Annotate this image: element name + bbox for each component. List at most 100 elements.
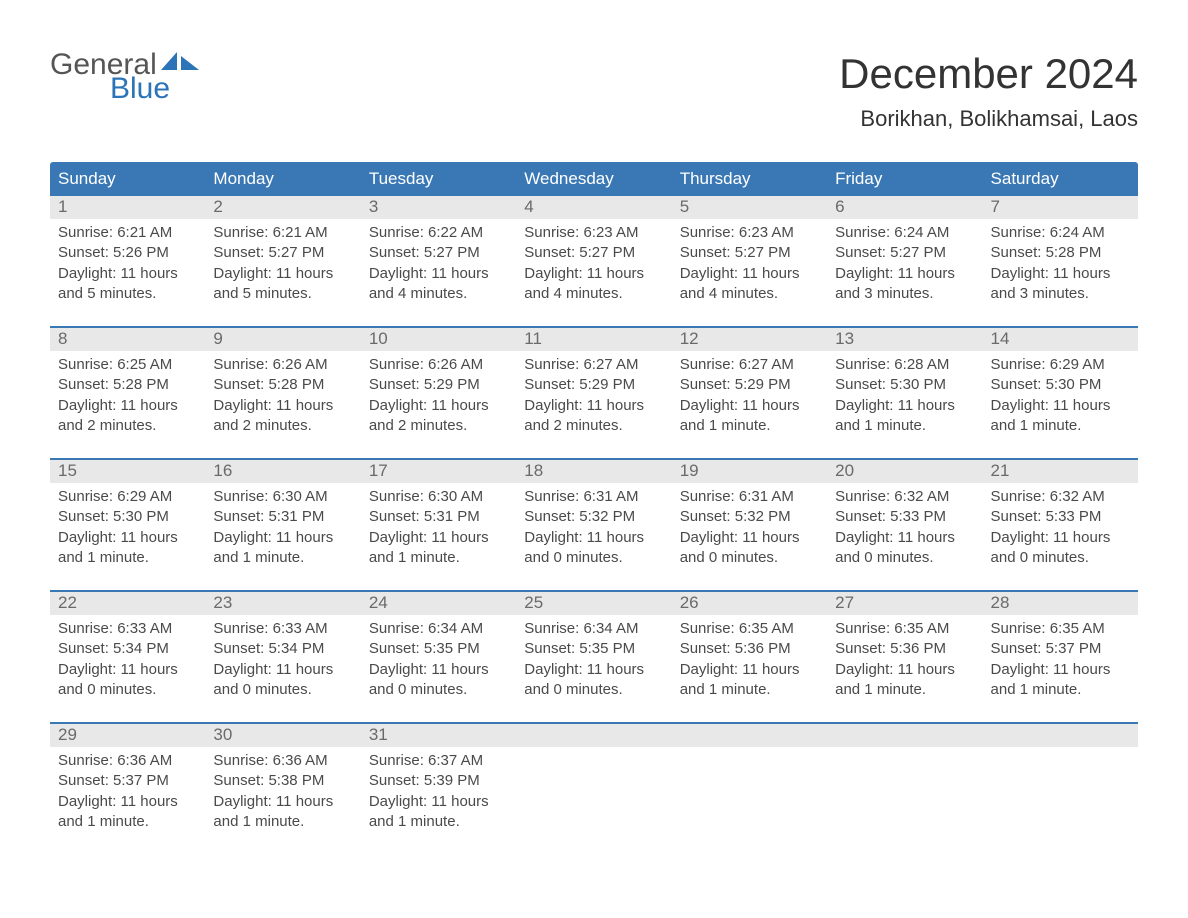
day-number: 27: [827, 592, 982, 615]
day-sunset: Sunset: 5:28 PM: [991, 243, 1130, 263]
day-daylight2: and 1 minute.: [835, 416, 974, 436]
day-number: 28: [983, 592, 1138, 615]
day-sunset: Sunset: 5:29 PM: [524, 375, 663, 395]
day-sunset: Sunset: 5:38 PM: [213, 771, 352, 791]
day-number: 15: [50, 460, 205, 483]
day-content: Sunrise: 6:33 AMSunset: 5:34 PMDaylight:…: [50, 615, 205, 704]
day-content: Sunrise: 6:36 AMSunset: 5:37 PMDaylight:…: [50, 747, 205, 836]
day-sunrise: Sunrise: 6:24 AM: [991, 223, 1130, 243]
day-sunset: Sunset: 5:34 PM: [58, 639, 197, 659]
day-sunset: Sunset: 5:30 PM: [58, 507, 197, 527]
day-content: Sunrise: 6:30 AMSunset: 5:31 PMDaylight:…: [361, 483, 516, 572]
week-row: 1234567Sunrise: 6:21 AMSunset: 5:26 PMDa…: [50, 196, 1138, 308]
day-content: Sunrise: 6:37 AMSunset: 5:39 PMDaylight:…: [361, 747, 516, 836]
day-sunset: Sunset: 5:32 PM: [680, 507, 819, 527]
day-sunset: Sunset: 5:36 PM: [680, 639, 819, 659]
day-number: 7: [983, 196, 1138, 219]
day-sunset: Sunset: 5:30 PM: [835, 375, 974, 395]
weekday-header: Tuesday: [361, 162, 516, 196]
day-daylight1: Daylight: 11 hours: [524, 396, 663, 416]
day-daylight2: and 5 minutes.: [58, 284, 197, 304]
day-daylight2: and 1 minute.: [991, 680, 1130, 700]
day-number: 30: [205, 724, 360, 747]
day-content: [827, 747, 982, 836]
day-number: [516, 724, 671, 747]
day-daylight2: and 1 minute.: [58, 548, 197, 568]
day-content: Sunrise: 6:27 AMSunset: 5:29 PMDaylight:…: [672, 351, 827, 440]
day-sunrise: Sunrise: 6:35 AM: [991, 619, 1130, 639]
day-daylight1: Daylight: 11 hours: [524, 660, 663, 680]
weekday-header: Thursday: [672, 162, 827, 196]
day-sunrise: Sunrise: 6:35 AM: [835, 619, 974, 639]
day-sunset: Sunset: 5:31 PM: [369, 507, 508, 527]
day-daylight1: Daylight: 11 hours: [991, 528, 1130, 548]
day-daylight2: and 3 minutes.: [835, 284, 974, 304]
daynum-row: 891011121314: [50, 326, 1138, 351]
day-sunrise: Sunrise: 6:36 AM: [213, 751, 352, 771]
day-daylight2: and 4 minutes.: [524, 284, 663, 304]
day-content: Sunrise: 6:23 AMSunset: 5:27 PMDaylight:…: [672, 219, 827, 308]
day-sunset: Sunset: 5:31 PM: [213, 507, 352, 527]
day-number: 14: [983, 328, 1138, 351]
page-header: General Blue December 2024 Borikhan, Bol…: [50, 50, 1138, 132]
day-sunrise: Sunrise: 6:33 AM: [213, 619, 352, 639]
day-daylight2: and 1 minute.: [369, 548, 508, 568]
week-row: 22232425262728Sunrise: 6:33 AMSunset: 5:…: [50, 590, 1138, 704]
day-content: Sunrise: 6:29 AMSunset: 5:30 PMDaylight:…: [50, 483, 205, 572]
day-sunrise: Sunrise: 6:29 AM: [58, 487, 197, 507]
day-number: 16: [205, 460, 360, 483]
day-content: Sunrise: 6:31 AMSunset: 5:32 PMDaylight:…: [672, 483, 827, 572]
page-subtitle: Borikhan, Bolikhamsai, Laos: [839, 106, 1138, 132]
day-number: 6: [827, 196, 982, 219]
day-daylight2: and 0 minutes.: [524, 680, 663, 700]
day-daylight2: and 5 minutes.: [213, 284, 352, 304]
weekday-header: Saturday: [983, 162, 1138, 196]
day-number: 19: [672, 460, 827, 483]
day-daylight1: Daylight: 11 hours: [680, 396, 819, 416]
day-sunrise: Sunrise: 6:28 AM: [835, 355, 974, 375]
day-number: 25: [516, 592, 671, 615]
day-sunrise: Sunrise: 6:27 AM: [680, 355, 819, 375]
brand-logo: General Blue: [50, 50, 201, 104]
day-content: Sunrise: 6:21 AMSunset: 5:27 PMDaylight:…: [205, 219, 360, 308]
day-content: [672, 747, 827, 836]
daynum-row: 1234567: [50, 196, 1138, 219]
day-number: [672, 724, 827, 747]
content-row: Sunrise: 6:29 AMSunset: 5:30 PMDaylight:…: [50, 483, 1138, 572]
day-content: Sunrise: 6:35 AMSunset: 5:36 PMDaylight:…: [827, 615, 982, 704]
day-daylight2: and 1 minute.: [680, 416, 819, 436]
day-daylight2: and 4 minutes.: [680, 284, 819, 304]
day-sunset: Sunset: 5:27 PM: [369, 243, 508, 263]
day-daylight1: Daylight: 11 hours: [58, 528, 197, 548]
day-sunset: Sunset: 5:35 PM: [524, 639, 663, 659]
day-daylight2: and 0 minutes.: [680, 548, 819, 568]
day-sunrise: Sunrise: 6:34 AM: [369, 619, 508, 639]
weeks-container: 1234567Sunrise: 6:21 AMSunset: 5:26 PMDa…: [50, 196, 1138, 836]
day-sunrise: Sunrise: 6:23 AM: [524, 223, 663, 243]
day-number: 22: [50, 592, 205, 615]
weekday-header: Monday: [205, 162, 360, 196]
day-number: 8: [50, 328, 205, 351]
day-number: [827, 724, 982, 747]
day-number: 1: [50, 196, 205, 219]
day-sunset: Sunset: 5:32 PM: [524, 507, 663, 527]
day-number: 24: [361, 592, 516, 615]
day-sunset: Sunset: 5:35 PM: [369, 639, 508, 659]
weekday-header-row: Sunday Monday Tuesday Wednesday Thursday…: [50, 162, 1138, 196]
day-sunset: Sunset: 5:34 PM: [213, 639, 352, 659]
page-title: December 2024: [839, 50, 1138, 98]
day-number: 31: [361, 724, 516, 747]
day-daylight2: and 0 minutes.: [58, 680, 197, 700]
day-content: Sunrise: 6:22 AMSunset: 5:27 PMDaylight:…: [361, 219, 516, 308]
day-daylight1: Daylight: 11 hours: [835, 528, 974, 548]
day-daylight1: Daylight: 11 hours: [369, 528, 508, 548]
week-row: 891011121314Sunrise: 6:25 AMSunset: 5:28…: [50, 326, 1138, 440]
day-content: Sunrise: 6:32 AMSunset: 5:33 PMDaylight:…: [983, 483, 1138, 572]
day-daylight1: Daylight: 11 hours: [58, 660, 197, 680]
day-daylight1: Daylight: 11 hours: [835, 264, 974, 284]
week-row: 293031Sunrise: 6:36 AMSunset: 5:37 PMDay…: [50, 722, 1138, 836]
day-sunset: Sunset: 5:36 PM: [835, 639, 974, 659]
day-sunrise: Sunrise: 6:26 AM: [369, 355, 508, 375]
day-content: Sunrise: 6:33 AMSunset: 5:34 PMDaylight:…: [205, 615, 360, 704]
day-daylight1: Daylight: 11 hours: [991, 264, 1130, 284]
